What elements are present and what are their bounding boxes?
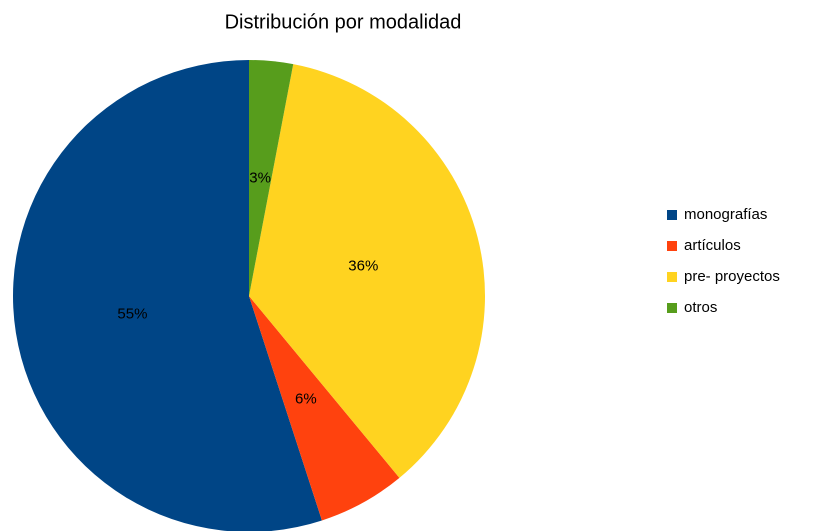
legend-label: artículos: [684, 237, 741, 254]
chart-title: Distribución por modalidad: [225, 11, 462, 33]
legend-swatch: [667, 303, 677, 313]
data-label: 3%: [249, 169, 271, 186]
legend-swatch: [667, 210, 677, 220]
legend-label: pre- proyectos: [684, 268, 780, 285]
data-label: 6%: [295, 390, 317, 407]
legend-label: monografías: [684, 206, 767, 223]
data-label: 36%: [348, 258, 378, 275]
legend-swatch: [667, 272, 677, 282]
legend-swatch: [667, 241, 677, 251]
pie-slice: [249, 60, 294, 296]
pie-slice: [13, 60, 322, 531]
legend-label: otros: [684, 299, 717, 316]
data-label: 55%: [117, 305, 147, 322]
pie-slice: [249, 296, 400, 521]
pie-slice: [249, 64, 485, 478]
